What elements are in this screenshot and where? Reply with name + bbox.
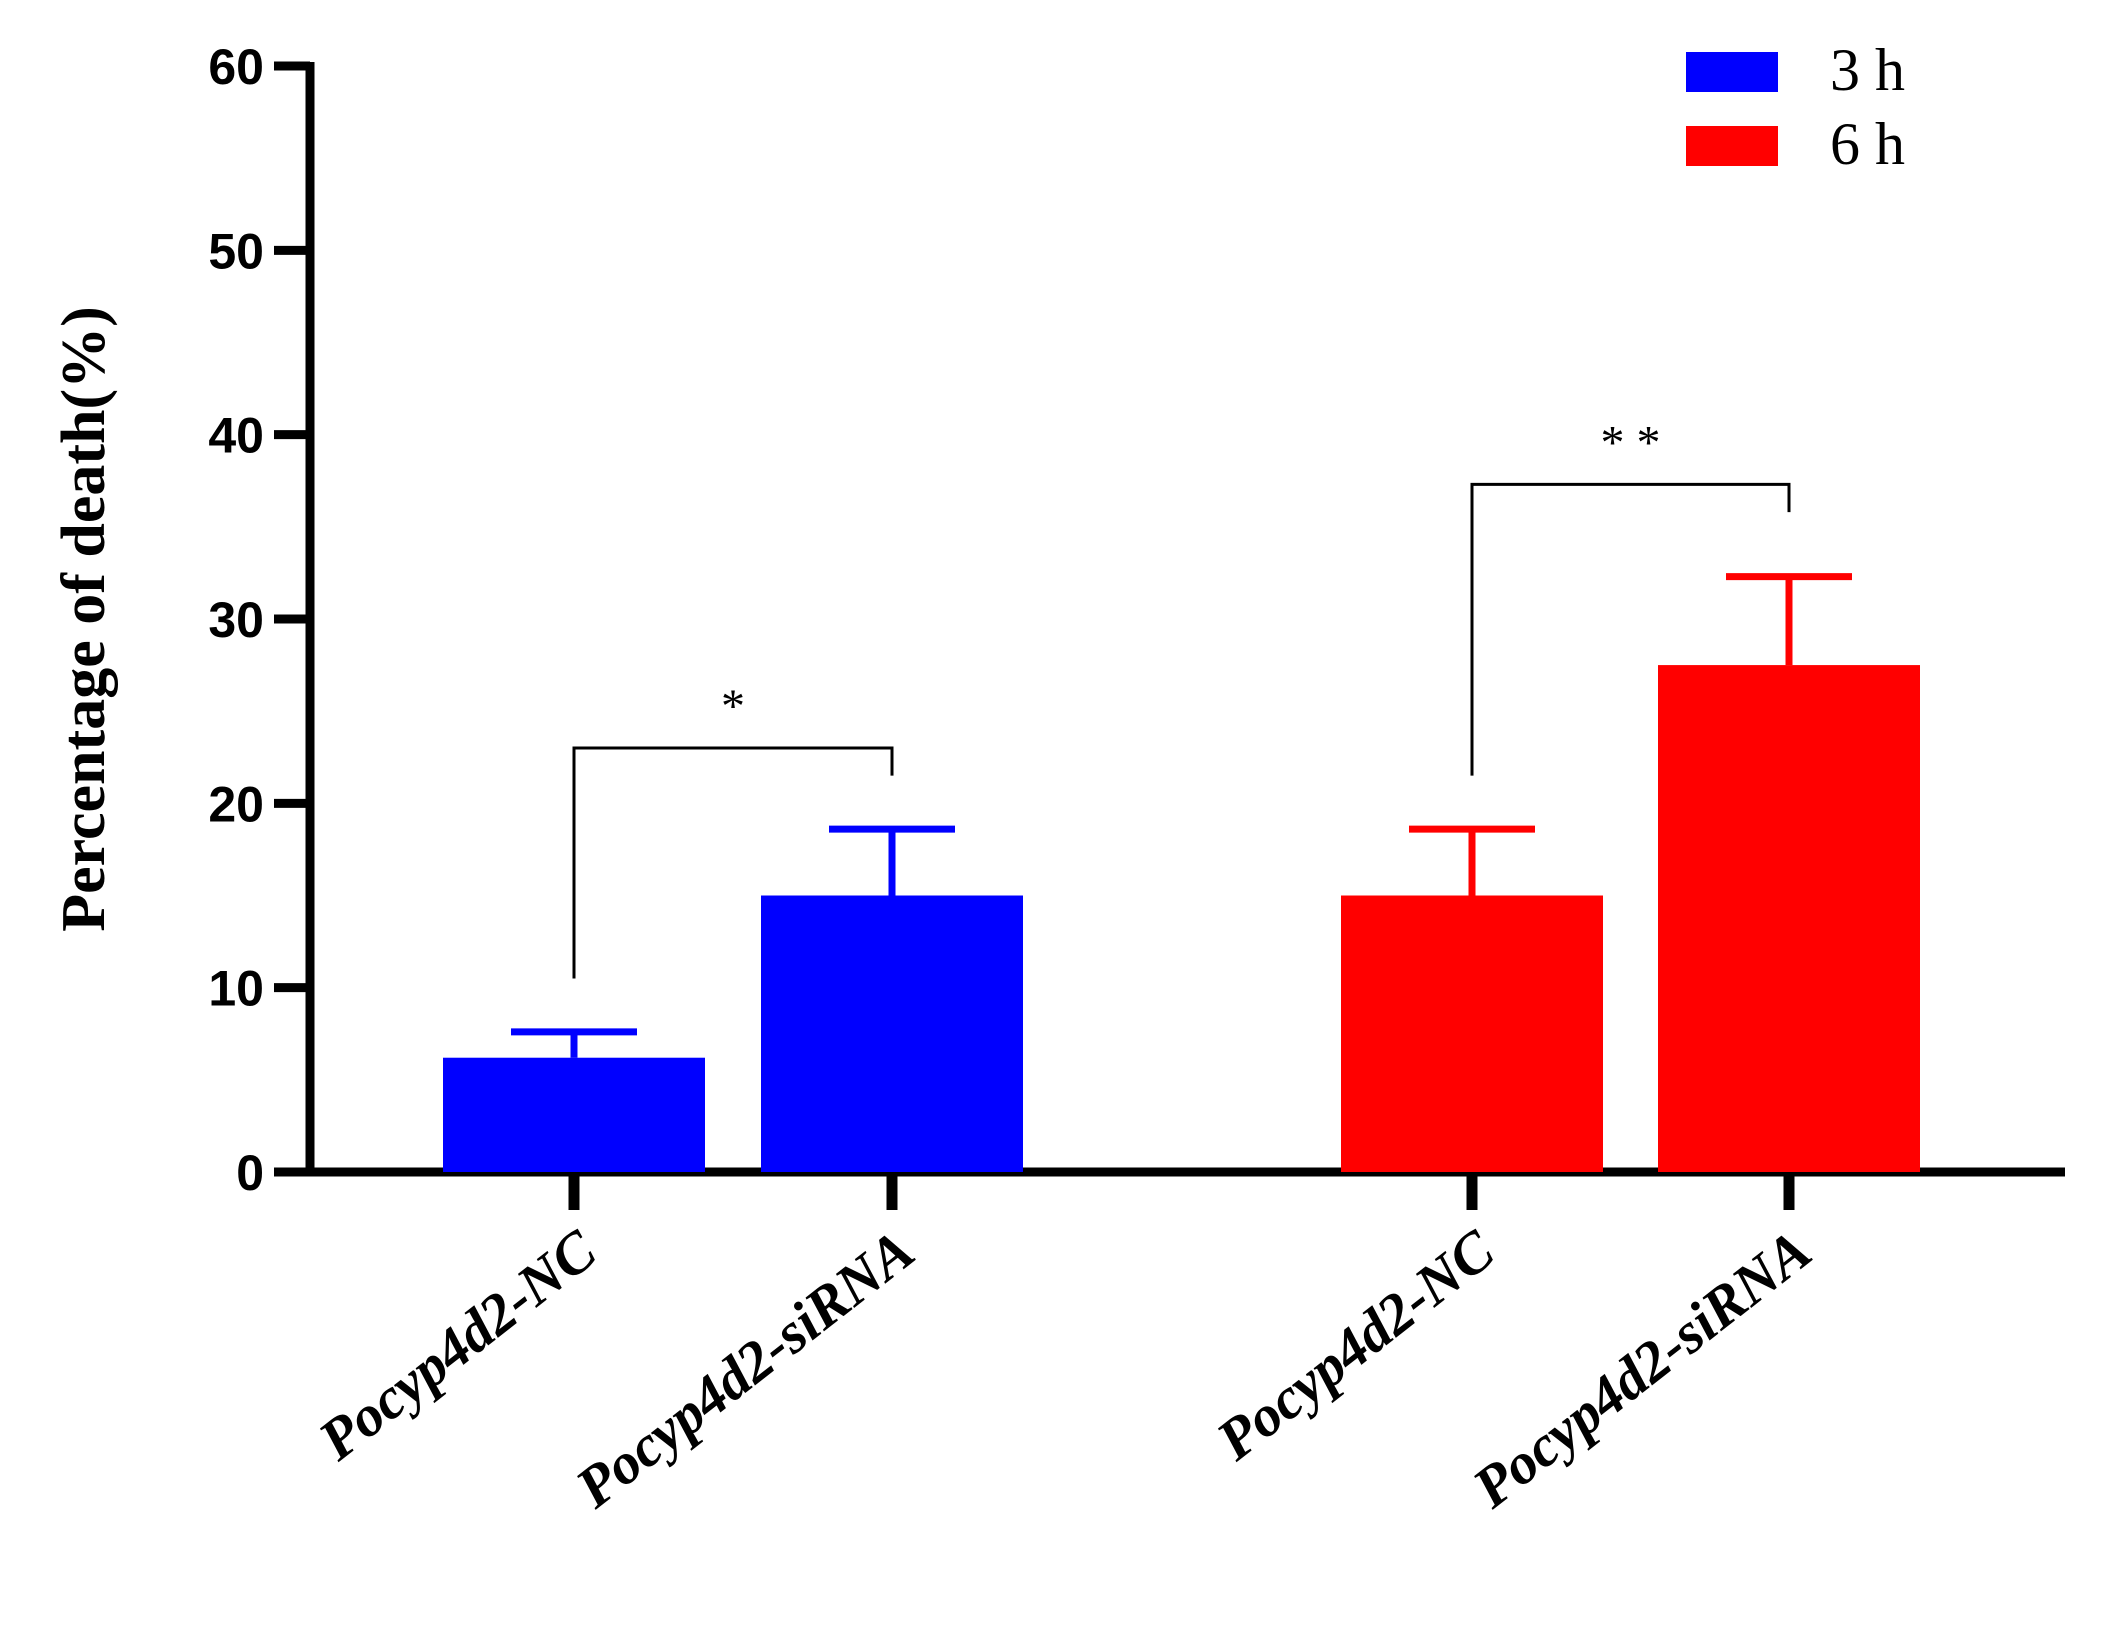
significance-bracket: [1470, 482, 1791, 776]
significance-annotations: * * *: [572, 416, 1791, 979]
y-tick-label: 40: [208, 408, 264, 464]
legend-label: 3 h: [1830, 37, 1905, 103]
x-tick-label: Pocyp4d2-NC: [306, 1216, 609, 1473]
y-tick-label: 20: [208, 776, 264, 832]
y-ticks: 0 10 20 30 40 50 60: [208, 39, 310, 1201]
y-tick-label: 60: [208, 39, 264, 95]
significance-label: * *: [1601, 416, 1661, 469]
y-tick-label: 10: [208, 961, 264, 1017]
bar: [443, 1057, 705, 1172]
bar: [1341, 895, 1603, 1172]
y-tick-label: 50: [208, 223, 264, 279]
bar: [1658, 665, 1920, 1172]
y-axis: 0 10 20 30 40 50 60: [208, 39, 315, 1201]
y-tick-label: 0: [236, 1145, 264, 1201]
x-tick-label: Pocyp4d2-NC: [1204, 1216, 1507, 1473]
x-tick-label: Pocyp4d2-siRNA: [563, 1217, 926, 1521]
significance-label: *: [721, 680, 745, 733]
y-tick-label: 30: [208, 592, 264, 648]
bars: [443, 573, 1920, 1172]
legend-swatch: [1686, 52, 1778, 92]
x-tick-label: Pocyp4d2-siRNA: [1460, 1217, 1823, 1521]
significance-bracket: [572, 746, 894, 979]
legend: 3 h6 h: [1686, 37, 1905, 177]
y-axis-label: Percentage of death(%): [50, 306, 118, 932]
legend-label: 6 h: [1830, 111, 1905, 177]
legend-swatch: [1686, 126, 1778, 166]
bar: [761, 895, 1023, 1172]
